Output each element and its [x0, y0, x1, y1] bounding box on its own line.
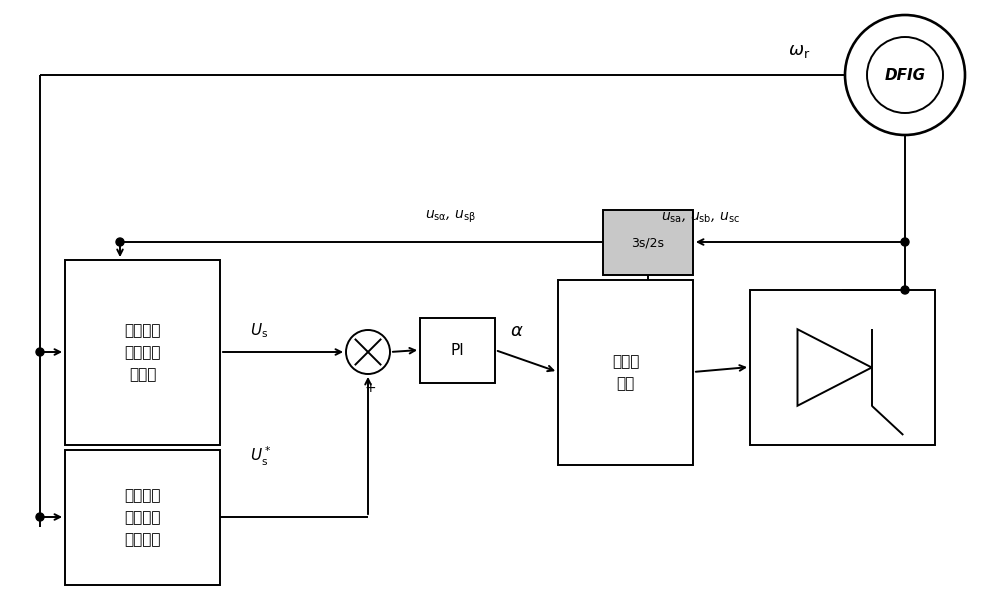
Text: DFIG: DFIG [884, 67, 926, 82]
Circle shape [901, 286, 909, 294]
FancyBboxPatch shape [65, 260, 220, 445]
Text: $\alpha$: $\alpha$ [510, 322, 524, 340]
Text: +: + [364, 381, 376, 395]
Text: 定子相电
压幅値计
算模块: 定子相电 压幅値计 算模块 [124, 323, 161, 382]
Text: $u_\mathrm{sa}$, $u_\mathrm{sb}$, $u_\mathrm{sc}$: $u_\mathrm{sa}$, $u_\mathrm{sb}$, $u_\ma… [661, 211, 739, 225]
Circle shape [116, 238, 124, 246]
FancyBboxPatch shape [65, 450, 220, 585]
Circle shape [36, 348, 44, 356]
FancyBboxPatch shape [750, 290, 935, 445]
FancyBboxPatch shape [558, 280, 693, 465]
FancyBboxPatch shape [603, 210, 693, 275]
Text: $u_\mathrm{s\alpha}$, $u_\mathrm{s\beta}$: $u_\mathrm{s\alpha}$, $u_\mathrm{s\beta}… [425, 208, 475, 225]
Text: $\omega_\mathrm{r}$: $\omega_\mathrm{r}$ [788, 42, 810, 60]
Text: 转速对应
定子相电
压参考値: 转速对应 定子相电 压参考値 [124, 488, 161, 547]
Circle shape [901, 238, 909, 246]
Text: $U_\mathrm{s}^*$: $U_\mathrm{s}^*$ [250, 445, 271, 468]
Text: PI: PI [451, 343, 464, 358]
Text: $U_\mathrm{s}$: $U_\mathrm{s}$ [250, 321, 268, 340]
Text: 3s/2s: 3s/2s [632, 236, 664, 249]
Circle shape [36, 513, 44, 521]
Text: 脉冲发
生器: 脉冲发 生器 [612, 354, 639, 391]
FancyBboxPatch shape [420, 318, 495, 383]
